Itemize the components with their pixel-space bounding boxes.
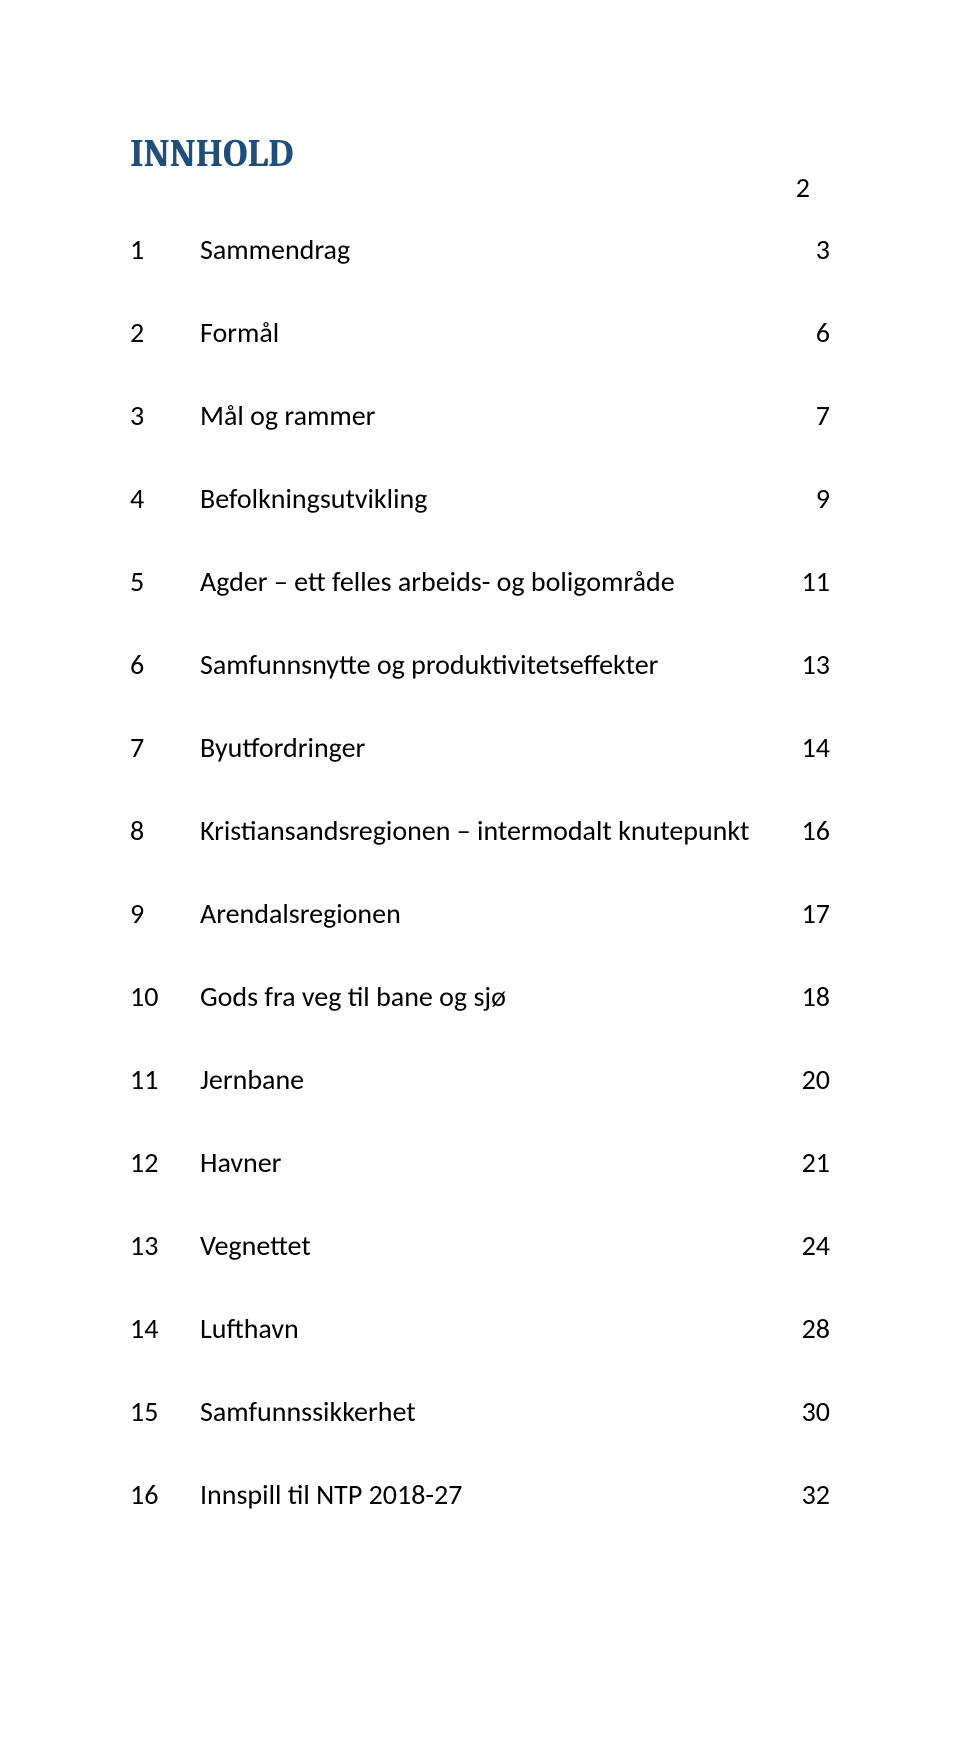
toc-row: 6Samfunnsnytte og produktivitetseffekter…	[130, 647, 830, 682]
toc-entry-title: Jernbane	[200, 1062, 770, 1097]
toc-row: 1Sammendrag3	[130, 232, 830, 267]
toc-entry-page: 3	[770, 232, 830, 267]
toc-entry-page: 21	[770, 1145, 830, 1180]
toc-row: 3Mål og rammer7	[130, 398, 830, 433]
toc-entry-number: 10	[130, 979, 200, 1014]
toc-entry-title: Innspill til NTP 2018-27	[200, 1477, 770, 1512]
toc-entry-page: 32	[770, 1477, 830, 1512]
toc-entry-number: 3	[130, 398, 200, 433]
toc-row: 12Havner21	[130, 1145, 830, 1180]
toc-entry-title: Kristiansandsregionen – intermodalt knut…	[200, 813, 770, 848]
toc-entry-title: Gods fra veg til bane og sjø	[200, 979, 770, 1014]
toc-entry-number: 8	[130, 813, 200, 848]
toc-entry-title: Samfunnssikkerhet	[200, 1394, 770, 1429]
toc-entry-number: 11	[130, 1062, 200, 1097]
toc-entry-page: 30	[770, 1394, 830, 1429]
toc-row: 10Gods fra veg til bane og sjø18	[130, 979, 830, 1014]
toc-entry-page: 13	[770, 647, 830, 682]
toc-entry-page: 18	[770, 979, 830, 1014]
toc-entry-page: 28	[770, 1311, 830, 1346]
toc-entry-page: 11	[770, 564, 830, 599]
page-number: 2	[796, 170, 810, 205]
toc-entry-number: 12	[130, 1145, 200, 1180]
toc-entry-page: 14	[770, 730, 830, 765]
toc-row: 2Formål6	[130, 315, 830, 350]
toc-entry-title: Samfunnsnytte og produktivitetseffekter	[200, 647, 770, 682]
toc-entry-number: 15	[130, 1394, 200, 1429]
toc-entry-number: 14	[130, 1311, 200, 1346]
toc-entry-title: Sammendrag	[200, 232, 770, 267]
document-page: 2 INNHOLD 1Sammendrag32Formål63Mål og ra…	[0, 132, 960, 1760]
toc-entry-number: 7	[130, 730, 200, 765]
table-of-contents: 1Sammendrag32Formål63Mål og rammer74Befo…	[130, 232, 830, 1512]
toc-row: 13Vegnettet24	[130, 1228, 830, 1263]
toc-entry-number: 2	[130, 315, 200, 350]
toc-entry-title: Lufthavn	[200, 1311, 770, 1346]
toc-entry-page: 7	[770, 398, 830, 433]
toc-entry-title: Formål	[200, 315, 770, 350]
toc-entry-number: 4	[130, 481, 200, 516]
toc-row: 7Byutfordringer14	[130, 730, 830, 765]
toc-entry-number: 6	[130, 647, 200, 682]
toc-row: 4Befolkningsutvikling9	[130, 481, 830, 516]
toc-row: 14Lufthavn28	[130, 1311, 830, 1346]
toc-entry-number: 16	[130, 1477, 200, 1512]
toc-row: 9Arendalsregionen17	[130, 896, 830, 931]
toc-entry-title: Havner	[200, 1145, 770, 1180]
toc-row: 16Innspill til NTP 2018-2732	[130, 1477, 830, 1512]
toc-heading: INNHOLD	[130, 132, 830, 176]
toc-entry-number: 5	[130, 564, 200, 599]
toc-entry-title: Mål og rammer	[200, 398, 770, 433]
toc-entry-number: 13	[130, 1228, 200, 1263]
toc-entry-page: 16	[770, 813, 830, 848]
toc-entry-page: 20	[770, 1062, 830, 1097]
toc-entry-title: Arendalsregionen	[200, 896, 770, 931]
toc-entry-title: Befolkningsutvikling	[200, 481, 770, 516]
toc-row: 5Agder – ett felles arbeids- og boligomr…	[130, 564, 830, 599]
toc-entry-number: 9	[130, 896, 200, 931]
toc-row: 15Samfunnssikkerhet30	[130, 1394, 830, 1429]
toc-entry-title: Agder – ett felles arbeids- og boligområ…	[200, 564, 770, 599]
toc-row: 11Jernbane20	[130, 1062, 830, 1097]
toc-entry-page: 9	[770, 481, 830, 516]
toc-entry-title: Byutfordringer	[200, 730, 770, 765]
toc-entry-title: Vegnettet	[200, 1228, 770, 1263]
toc-entry-page: 6	[770, 315, 830, 350]
toc-entry-number: 1	[130, 232, 200, 267]
toc-row: 8Kristiansandsregionen – intermodalt knu…	[130, 813, 830, 848]
toc-entry-page: 17	[770, 896, 830, 931]
toc-entry-page: 24	[770, 1228, 830, 1263]
